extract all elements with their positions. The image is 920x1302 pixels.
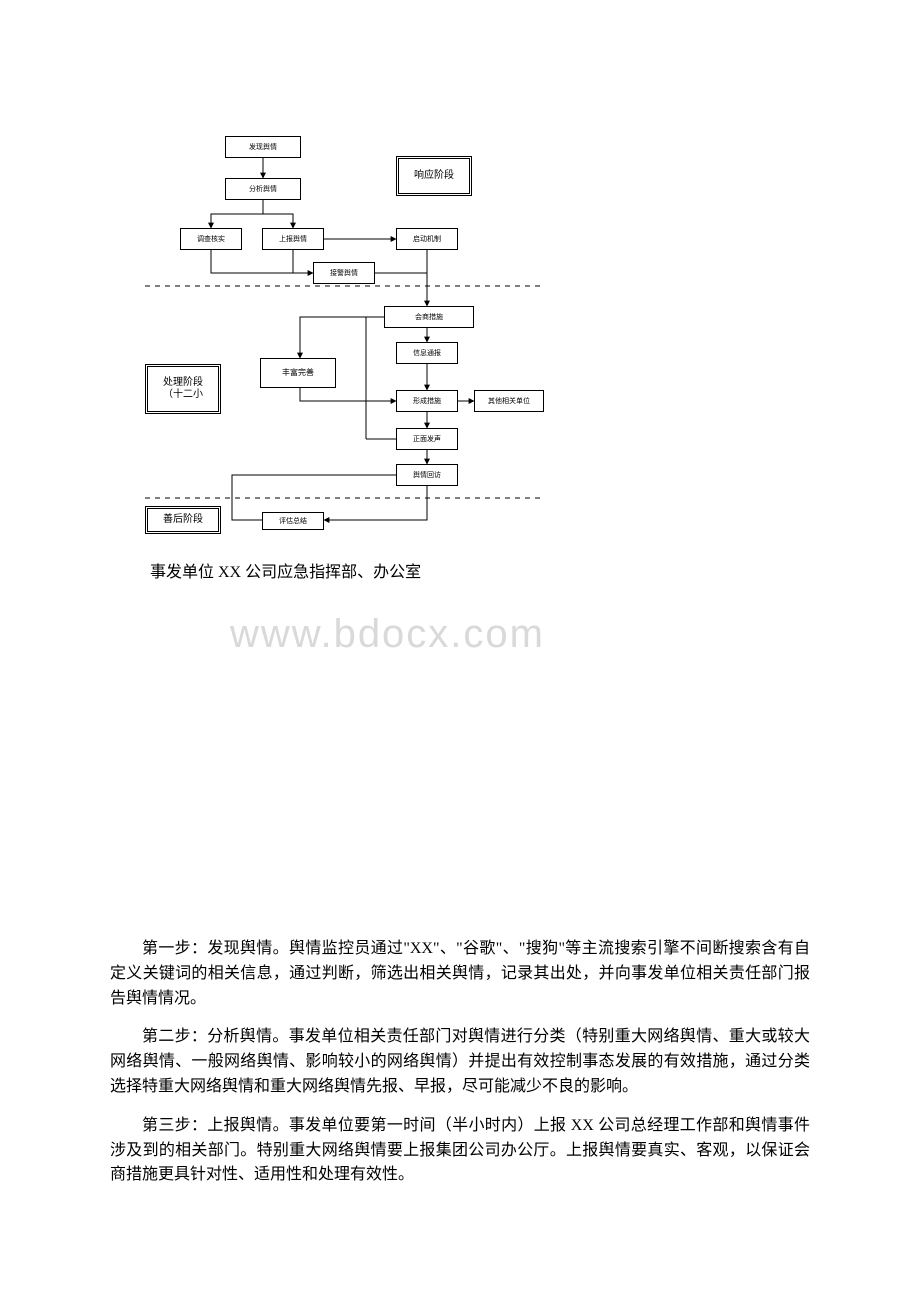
flow-node-c4: 正面发声 xyxy=(396,428,458,450)
flow-node-b1: 发现舆情 xyxy=(225,136,301,158)
flow-node-d1: 评估总结 xyxy=(262,512,324,530)
flowchart-region: 响应阶段处理阶段 （十二小善后阶段 发现舆情分析舆情调查核实 上报舆情 启动机制接警舆… xyxy=(0,0,920,540)
flow-node-c3: 形成措施 xyxy=(396,390,458,412)
flow-node-label: 处理阶段 （十二小 xyxy=(163,377,203,402)
flow-node-label: 响应阶段 xyxy=(414,170,454,183)
flow-node-label: 评估总结 xyxy=(279,517,307,526)
flow-node-label: 会商措施 xyxy=(415,313,443,322)
flow-node-c1: 会商措施 xyxy=(384,306,474,328)
flowchart-edges xyxy=(0,0,920,540)
flow-node-c2: 信息通报 xyxy=(396,342,458,364)
body-text: 第一步：发现舆情。舆情监控员通过"XX"、"谷歌"、"搜狗"等主流搜索引擎不间断… xyxy=(0,937,920,1188)
vertical-spacer xyxy=(0,657,920,937)
flow-node-label: 形成措施 xyxy=(413,397,441,406)
paragraph-step-3: 第三步：上报舆情。事发单位要第一时间（半小时内）上报 XX 公司总经理工作部和舆… xyxy=(110,1114,810,1188)
page-root: 响应阶段处理阶段 （十二小善后阶段 发现舆情分析舆情调查核实 上报舆情 启动机制接警舆… xyxy=(0,0,920,1188)
flow-node-label: 正面发声 xyxy=(413,435,441,444)
flow-node-b3c: 启动机制 xyxy=(396,228,458,250)
flow-node-label: 上报舆情 xyxy=(279,235,307,244)
flow-node-b4: 接警舆情 xyxy=(313,262,375,284)
watermark-text: www.bdocx.com xyxy=(230,612,545,656)
paragraph-step-2: 第二步：分析舆情。事发单位相关责任部门对舆情进行分类（特别重大网络舆情、重大或较… xyxy=(110,1025,810,1099)
flow-node-label: 启动机制 xyxy=(413,235,441,244)
flow-node-b3b: 上报舆情 xyxy=(262,228,324,250)
flow-node-b2: 分析舆情 xyxy=(225,178,301,200)
flow-node-label: 其他相关单位 xyxy=(488,397,530,406)
flow-node-b3a: 调查核实 xyxy=(180,228,242,250)
flow-node-label: 善后阶段 xyxy=(163,514,203,527)
flow-node-c2a: 丰富完善 xyxy=(260,358,336,388)
flow-node-label: 信息通报 xyxy=(413,349,441,358)
watermark: www.bdocx.com xyxy=(0,582,920,657)
flow-node-n_resp: 响应阶段 xyxy=(396,156,472,196)
flow-node-label: 接警舆情 xyxy=(330,269,358,278)
diagram-caption: 事发单位 XX 公司应急指挥部、办公室 xyxy=(0,540,920,582)
flow-node-label: 调查核实 xyxy=(197,235,225,244)
flow-node-c3r: 其他相关单位 xyxy=(474,390,544,412)
flow-node-label: 舆情回访 xyxy=(413,471,441,480)
flow-node-n_proc: 处理阶段 （十二小 xyxy=(145,364,221,414)
flow-node-n_post: 善后阶段 xyxy=(145,506,221,534)
flow-node-label: 发现舆情 xyxy=(249,143,277,152)
caption-text: 事发单位 XX 公司应急指挥部、办公室 xyxy=(150,564,421,581)
flow-node-label: 分析舆情 xyxy=(249,185,277,194)
flow-node-c5: 舆情回访 xyxy=(396,464,458,486)
paragraph-step-1: 第一步：发现舆情。舆情监控员通过"XX"、"谷歌"、"搜狗"等主流搜索引擎不间断… xyxy=(110,937,810,1011)
flow-node-label: 丰富完善 xyxy=(282,368,314,378)
